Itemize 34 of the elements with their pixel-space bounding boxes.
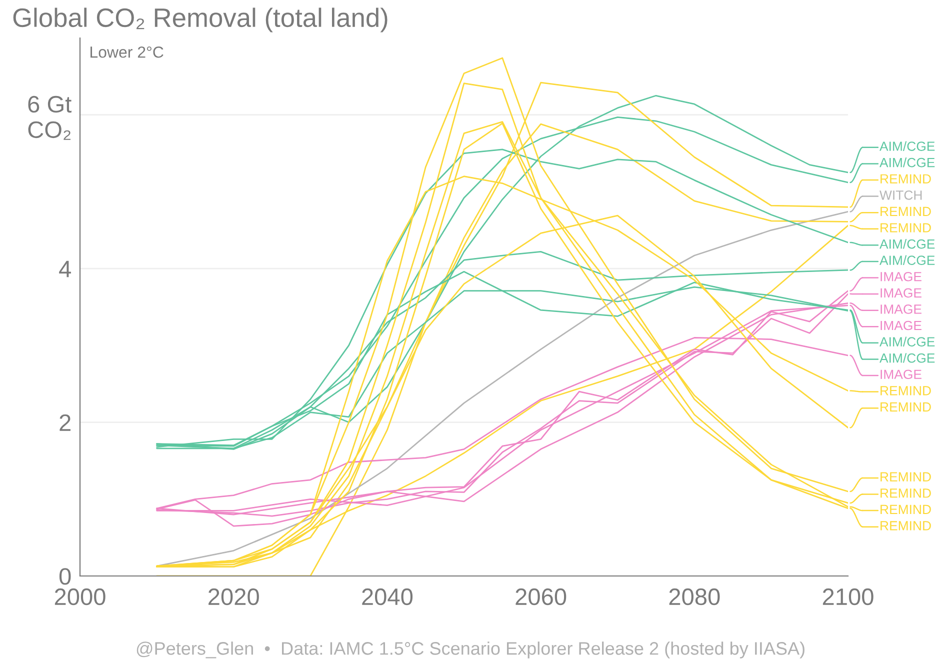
legend-label: IMAGE: [880, 304, 922, 314]
text: @Peters_Glen • Data: IAMC 1.5°C Scenario Explorer Release 2 (hosted by IIASA): [136, 642, 804, 658]
legend-label: AIM/CGE: [880, 255, 935, 265]
legend-label: AIM/CGE: [880, 336, 935, 346]
x-tick-label: 2060: [516, 588, 566, 606]
legend-label: REMIND: [880, 472, 931, 482]
legend-label: REMIND: [880, 402, 931, 412]
legend-label: AIM/CGE: [880, 239, 935, 249]
annotation: Lower 2°C: [90, 46, 164, 58]
y-tick-label: 6 Gt CO₂: [28, 96, 72, 140]
legend-label: REMIND: [880, 504, 931, 514]
x-tick-label: 2100: [822, 588, 874, 606]
legend-label: IMAGE: [880, 288, 922, 298]
x-tick-label: 2040: [362, 588, 413, 606]
legend-label: REMIND: [880, 174, 931, 184]
legend-label: REMIND: [880, 386, 931, 396]
legend-label: IMAGE: [880, 370, 922, 380]
y-tick-label: 4: [59, 260, 71, 278]
legend-label: AIM/CGE: [880, 141, 935, 151]
x-tick-label: 2000: [54, 588, 106, 606]
legend-label: WITCH: [880, 190, 922, 200]
y-tick-label: 2: [60, 414, 70, 431]
legend-label: REMIND: [880, 206, 931, 216]
legend-label: AIM/CGE: [880, 353, 935, 363]
x-tick-label: 2020: [208, 588, 259, 606]
legend-label: IMAGE: [880, 272, 922, 282]
legend-label: REMIND: [880, 488, 931, 498]
chart-title: Global CO₂ Removal (total land): [13, 8, 388, 32]
y-tick-label: 0: [59, 568, 71, 585]
legend-label: AIM/CGE: [880, 158, 935, 168]
legend-label: REMIND: [880, 223, 931, 232]
legend-label: IMAGE: [880, 320, 922, 330]
legend-label: REMIND: [880, 521, 931, 530]
x-tick-label: 2080: [669, 588, 720, 606]
